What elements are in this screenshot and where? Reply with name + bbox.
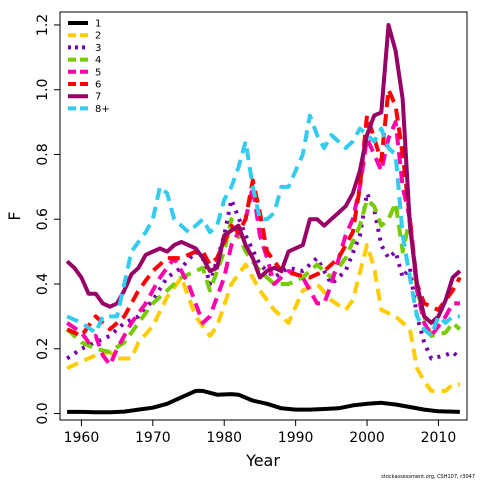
series-line-7	[65, 23, 462, 325]
series-line-8plus	[66, 113, 460, 338]
x-axis-label: Year	[245, 451, 280, 470]
legend-label-4: 4	[95, 55, 101, 66]
x-axis: 1960 1970 1980 1990 2000 2010	[64, 420, 457, 446]
legend-label-2: 2	[95, 31, 101, 42]
x-tick-label-2010: 2010	[421, 430, 457, 446]
y-tick-label-1: 0.2	[35, 338, 51, 360]
y-tick-label-2: 0.4	[35, 273, 51, 295]
series-line-2	[66, 243, 460, 393]
series-line-6	[66, 87, 462, 338]
series-line-1	[67, 388, 460, 415]
x-tick-label-1970: 1970	[135, 430, 171, 446]
y-tick-label-6: 1.2	[35, 14, 51, 36]
x-tick-label-1960: 1960	[64, 430, 100, 446]
legend-label-6: 6	[95, 80, 101, 91]
y-axis-label: F	[5, 211, 24, 220]
y-tick-label-0: 0.0	[35, 402, 51, 424]
series-lines	[65, 23, 462, 415]
x-tick-label-2000: 2000	[349, 430, 385, 446]
legend-label-5: 5	[95, 67, 101, 78]
y-tick-label-4: 0.8	[35, 143, 51, 165]
legend-label-1: 1	[95, 19, 101, 30]
legend-label-8plus: 8+	[95, 104, 110, 115]
x-tick-label-1990: 1990	[278, 430, 314, 446]
series-line-5	[65, 120, 460, 367]
legend-label-7: 7	[95, 92, 101, 103]
series-line-3	[65, 191, 462, 361]
y-tick-label-3: 0.6	[35, 208, 51, 230]
y-tick-label-5: 1.0	[35, 79, 51, 101]
plot-frame	[59, 11, 468, 421]
x-tick-label-1980: 1980	[206, 430, 242, 446]
legend-label-3: 3	[95, 43, 101, 54]
y-axis: 0.0 0.2 0.4 0.6 0.8 1.0 1.2	[35, 14, 60, 425]
credit-text: stockassessment.org, CSH107, r3047	[381, 474, 475, 480]
